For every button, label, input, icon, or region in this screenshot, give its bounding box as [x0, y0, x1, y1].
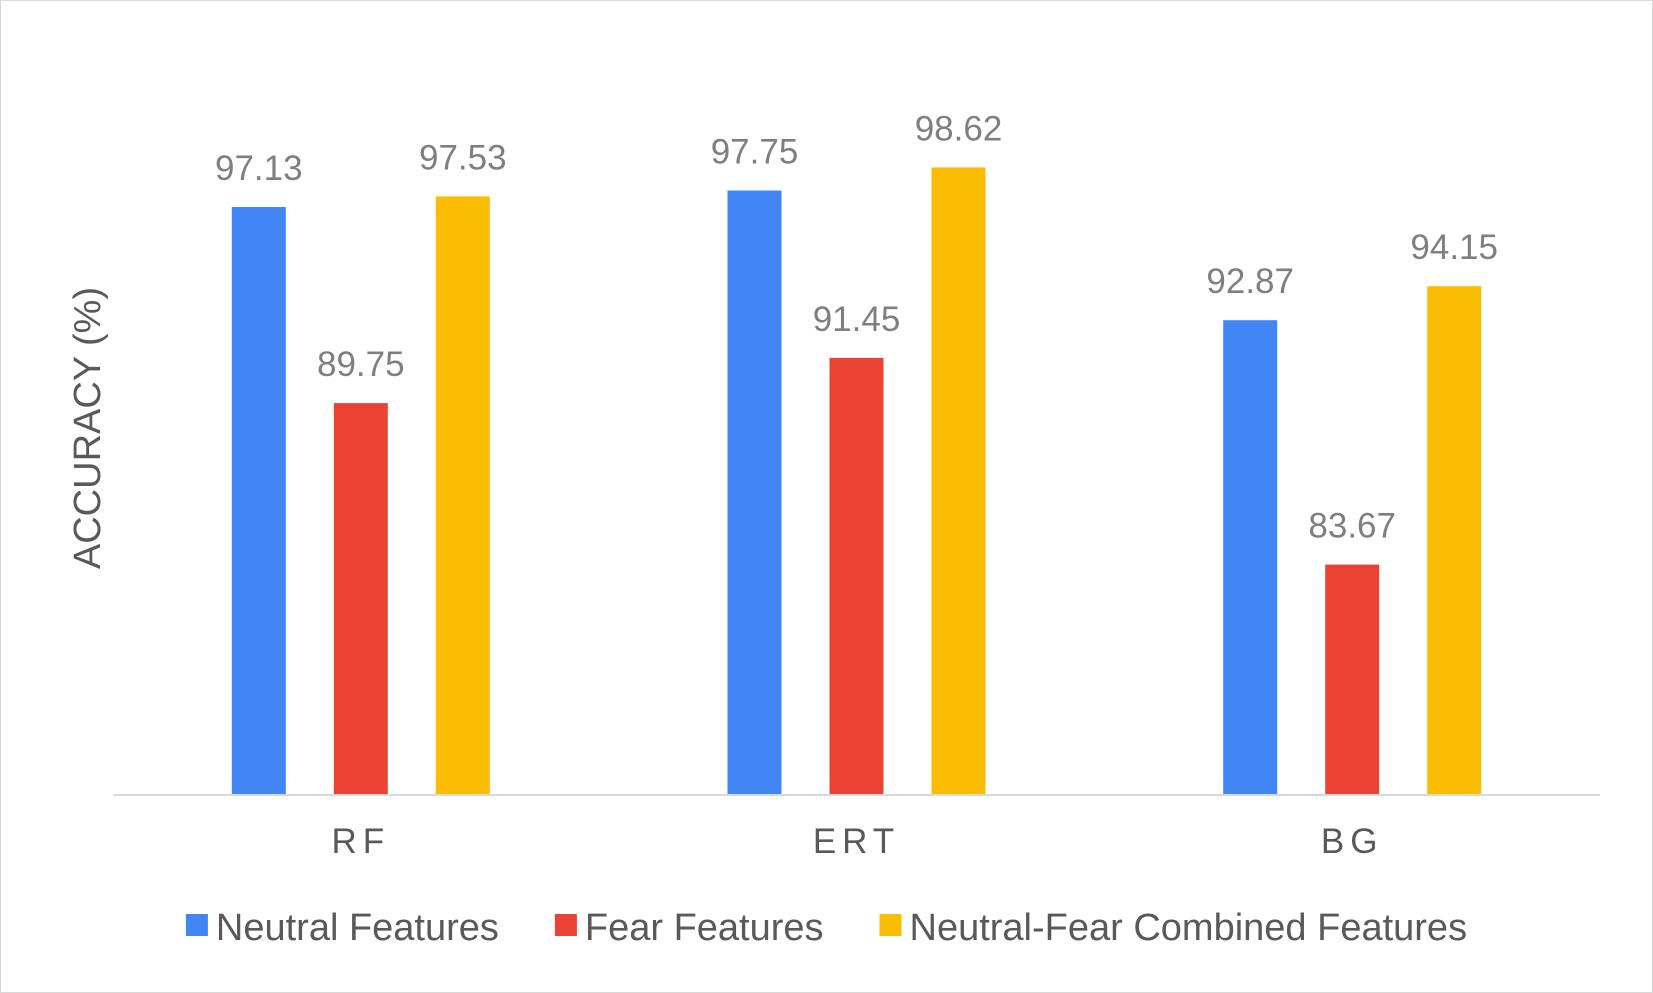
data-label-rf-0: 97.13 [215, 149, 303, 188]
data-label-rf-2: 97.53 [419, 138, 507, 177]
bar-ert-fear-features [829, 357, 884, 795]
category-label-rf: RF [331, 822, 390, 861]
data-label-bg-2: 94.15 [1410, 228, 1498, 267]
bar-rf-fear-features [333, 403, 388, 795]
y-axis-title: ACCURACY (%) [67, 287, 109, 569]
legend-item-2: Neutral-Fear Combined Features [879, 907, 1468, 949]
category-labels-group: RF ERT BG [331, 822, 1384, 861]
bar-ert-neutral-fear-combined-features [931, 167, 986, 795]
legend-label-1: Fear Features [585, 907, 824, 949]
legend: Neutral Features Fear Features Neutral-Fea… [185, 907, 1468, 949]
bar-bg-fear-features [1325, 564, 1380, 795]
legend-label-2: Neutral-Fear Combined Features [910, 907, 1468, 949]
category-label-bg: BG [1321, 822, 1384, 861]
bar-ert-neutral-features [727, 190, 782, 795]
data-labels-group: 97.13 89.75 97.53 97.75 91.45 98.62 92.87 83.67… [215, 109, 1498, 545]
data-label-bg-1: 83.67 [1308, 507, 1396, 546]
legend-item-0: Neutral Features [185, 907, 499, 949]
bar-rf-neutral-features [231, 207, 286, 795]
legend-item-1: Fear Features [554, 907, 824, 949]
legend-swatch-2 [879, 914, 902, 936]
bar-rf-neutral-fear-combined-features [435, 196, 490, 795]
data-label-rf-1: 89.75 [317, 345, 405, 384]
legend-swatch-1 [554, 914, 577, 936]
data-label-ert-0: 97.75 [711, 133, 799, 172]
bars-group [231, 167, 1482, 795]
data-label-ert-1: 91.45 [813, 300, 901, 339]
legend-label-0: Neutral Features [216, 907, 499, 949]
legend-swatch-0 [185, 914, 208, 936]
bar-bg-neutral-fear-combined-features [1427, 286, 1482, 795]
data-label-ert-2: 98.62 [915, 109, 1003, 148]
category-label-ert: ERT [813, 822, 900, 861]
bar-bg-neutral-features [1223, 320, 1278, 795]
data-label-bg-0: 92.87 [1206, 262, 1294, 301]
